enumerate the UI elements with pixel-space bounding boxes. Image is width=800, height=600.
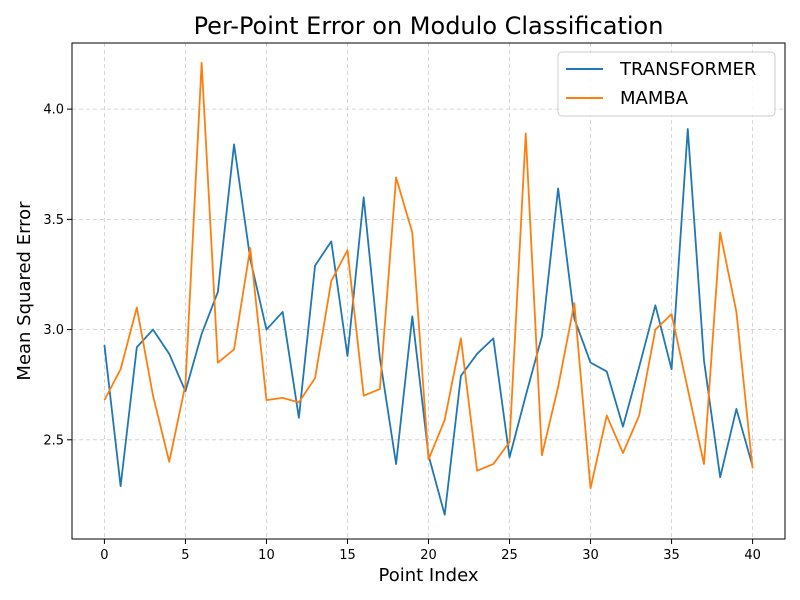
x-tick-label: 40 bbox=[744, 548, 761, 563]
y-tick-label: 4.0 bbox=[43, 103, 64, 118]
x-axis-label: Point Index bbox=[379, 565, 479, 586]
grid bbox=[72, 43, 785, 539]
axis-ticks: 0 5 10 15 20 25 30 35 40 2.5 3.0 3.5 4.0 bbox=[43, 103, 761, 563]
series-lines bbox=[103, 61, 754, 516]
x-tick-label: 0 bbox=[100, 548, 108, 563]
x-tick-label: 10 bbox=[258, 548, 275, 563]
legend-label: MAMBA bbox=[620, 88, 689, 109]
x-tick-label: 5 bbox=[181, 548, 189, 563]
series-line-mamba bbox=[103, 61, 754, 490]
y-tick-label: 3.5 bbox=[43, 213, 64, 228]
x-tick-label: 25 bbox=[501, 548, 518, 563]
x-tick-label: 30 bbox=[582, 548, 599, 563]
y-tick-label: 3.0 bbox=[43, 323, 64, 338]
legend: TRANSFORMER MAMBA bbox=[557, 51, 776, 117]
x-tick-label: 15 bbox=[339, 548, 356, 563]
legend-label: TRANSFORMER bbox=[619, 59, 756, 80]
x-tick-label: 35 bbox=[663, 548, 680, 563]
x-tick-label: 20 bbox=[420, 548, 437, 563]
y-tick-label: 2.5 bbox=[43, 433, 64, 448]
y-axis-label: Mean Squared Error bbox=[14, 201, 35, 381]
legend-box bbox=[557, 51, 776, 117]
chart-title: Per-Point Error on Modulo Classification bbox=[194, 12, 664, 40]
